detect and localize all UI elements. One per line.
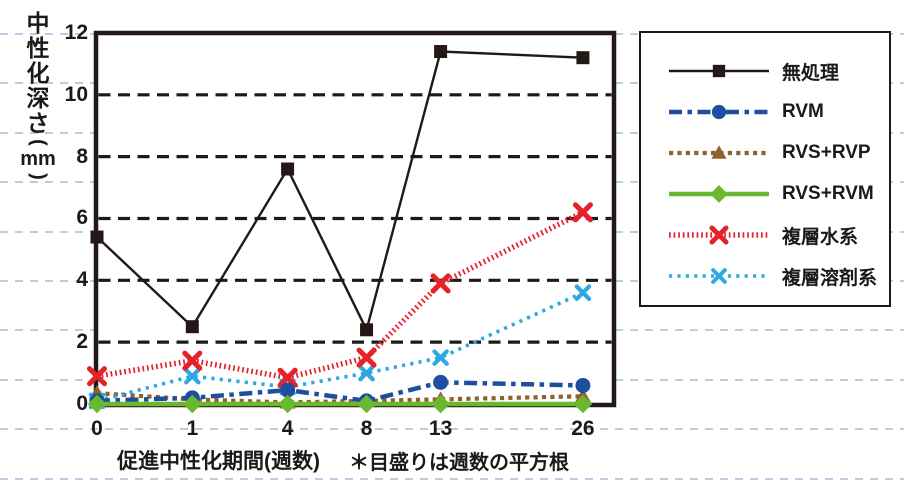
y-axis-label-char: 中 — [26, 10, 50, 36]
ruled-guide-line — [0, 428, 904, 431]
y-axis-label: 中性化深さ(mm) — [14, 11, 62, 183]
series-line-複層水系 — [96, 209, 585, 381]
marker-無処理 — [185, 320, 199, 334]
marker-RVM — [433, 374, 449, 390]
marker-RVS+RVM — [183, 394, 202, 414]
marker-複層水系 — [572, 202, 593, 223]
legend-item-label: RVM — [782, 101, 824, 122]
marker-複層水系 — [86, 366, 108, 387]
marker-複層水系 — [356, 347, 377, 368]
marker-RVM — [575, 377, 591, 393]
legend-item: RVS+RVP — [641, 141, 871, 165]
legend-marker-RVS+RVM — [710, 185, 728, 203]
y-tick-label: 2 — [76, 330, 88, 354]
legend-item: 複層溶剤系 — [641, 264, 878, 289]
marker-RVS+RVM — [357, 394, 376, 414]
legend-item: 複層水系 — [641, 223, 859, 248]
y-tick-label: 12 — [64, 20, 88, 44]
y-tick-label: 4 — [76, 268, 88, 292]
marker-無処理 — [576, 51, 590, 65]
legend-item: RVS+RVM — [641, 182, 874, 206]
x-tick-label: 0 — [91, 417, 103, 440]
marker-RVS+RVM — [278, 394, 297, 414]
legend-line-sample — [669, 64, 769, 78]
legend-item-label: 複層溶剤系 — [782, 267, 878, 289]
marker-無処理 — [360, 323, 374, 337]
marker-複層溶剤系 — [358, 364, 375, 382]
x-tick-label: 8 — [360, 417, 373, 440]
marker-複層水系 — [277, 367, 298, 388]
legend-line-sample — [669, 185, 769, 203]
y-axis-label-char: 深 — [26, 85, 50, 111]
y-tick-label: 10 — [64, 82, 88, 106]
marker-RVS+RVM — [87, 394, 107, 414]
marker-複層溶剤系 — [432, 349, 449, 366]
legend-item-label: RVS+RVM — [782, 183, 874, 204]
marker-複層溶剤系 — [184, 367, 201, 385]
marker-複層溶剤系 — [574, 284, 592, 301]
legend-item-label: RVS+RVP — [782, 142, 871, 163]
marker-RVS+RVM — [573, 394, 593, 414]
y-tick-label: 6 — [76, 206, 88, 230]
y-axis-label-char: 性 — [26, 35, 50, 61]
marker-無処理 — [281, 162, 295, 176]
marker-無処理 — [434, 45, 448, 59]
series-line-無処理 — [96, 50, 583, 334]
marker-複層水系 — [430, 273, 451, 294]
legend-marker-無処理 — [712, 64, 726, 78]
marker-複層水系 — [182, 350, 203, 371]
x-tick-label: 26 — [571, 417, 595, 440]
ruled-guide-line — [0, 477, 904, 480]
legend-item-label: 複層水系 — [782, 226, 859, 248]
legend-item-label: 無処理 — [782, 62, 840, 84]
legend-marker-複層溶剤系 — [711, 268, 727, 284]
legend-line-sample — [669, 104, 769, 120]
marker-無処理 — [90, 230, 104, 244]
x-axis-label: 促進中性化期間(週数) — [117, 450, 320, 473]
y-tick-label: 0 — [76, 392, 88, 415]
marker-RVM — [280, 382, 296, 398]
y-axis-unit: mm — [20, 148, 56, 170]
legend-marker-複層水系 — [709, 225, 729, 245]
x-tick-label: 4 — [281, 417, 294, 440]
legend-marker-RVS+RVP — [711, 145, 727, 159]
legend-item: RVM — [641, 100, 824, 124]
y-axis-label-char: さ — [26, 110, 50, 136]
y-axis-label-char: 化 — [26, 60, 50, 86]
legend-line-sample — [669, 225, 769, 245]
x-tick-label: 13 — [428, 417, 453, 440]
legend-item: 無処理 — [641, 59, 840, 84]
legend: 無処理 RVM RVS+RVP RVS+RVM 複層水系複層溶剤系 — [639, 31, 891, 307]
marker-RVS+RVM — [431, 394, 450, 414]
x-tick-label: 1 — [186, 417, 199, 440]
y-tick-label: 8 — [76, 144, 88, 168]
legend-line-sample — [669, 145, 769, 159]
series-line-RVM — [96, 380, 583, 404]
legend-marker-RVM — [711, 104, 727, 120]
legend-line-sample — [669, 268, 769, 284]
x-axis-scale-note: ＊目盛りは週数の平方根 — [349, 452, 569, 474]
